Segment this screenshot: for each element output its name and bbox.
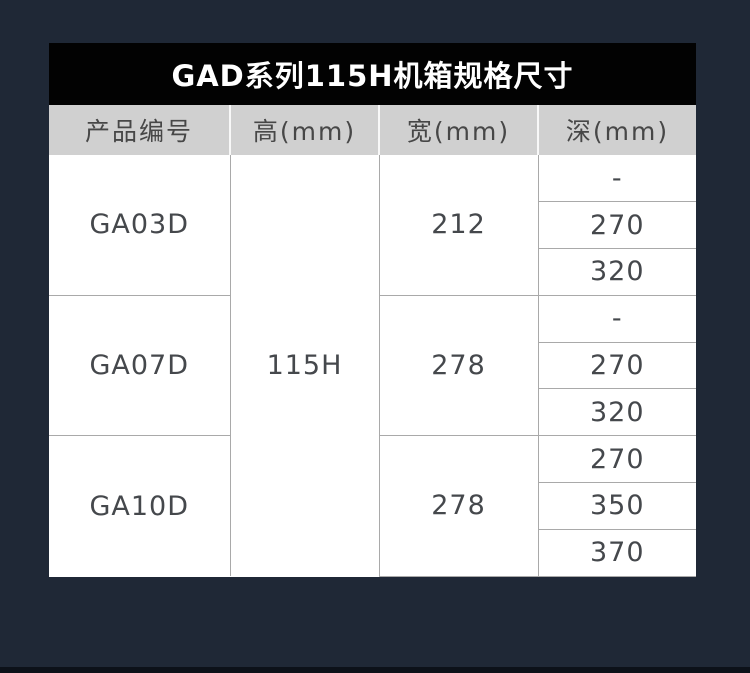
table-row: 370 [49, 529, 696, 577]
product-cell-ga03d: GA03D [49, 155, 231, 296]
spec-table: 产品编号 高(mm) 宽(mm) 深(mm) GA03D 115H 212 - … [49, 105, 696, 577]
depth-cell: 350 [538, 482, 696, 530]
header-cell-depth: 深(mm) [537, 105, 696, 155]
product-cell-ga10d: GA10D [49, 435, 231, 577]
product-cell-ga07d: GA07D [49, 295, 231, 437]
header-cell-width: 宽(mm) [378, 105, 538, 155]
width-cell-ga03d: 212 [379, 155, 539, 296]
table-row: 320 [49, 388, 696, 437]
depth-cell: - [538, 155, 696, 203]
depth-cell: - [538, 295, 696, 343]
table-row: 270 [49, 342, 696, 390]
table-row: GA07D 278 - [49, 295, 696, 437]
table-row: GA03D 115H 212 - [49, 155, 696, 577]
table-row: 270 [49, 201, 696, 250]
table-row: 350 [49, 482, 696, 530]
table-row: 320 [49, 248, 696, 296]
header-cell-product: 产品编号 [49, 105, 230, 155]
height-cell-shared: 115H [230, 155, 380, 577]
depth-cell: 370 [538, 529, 696, 577]
depth-cell: 320 [538, 248, 696, 296]
width-cell-ga10d: 278 [379, 435, 539, 577]
header-row: 产品编号 高(mm) 宽(mm) 深(mm) [49, 105, 696, 155]
depth-cell: 320 [538, 388, 696, 437]
table-row: GA10D 278 270 [49, 435, 696, 577]
depth-cell: 270 [538, 342, 696, 390]
table-title: GAD系列115H机箱规格尺寸 [171, 59, 574, 93]
table-title-bar: GAD系列115H机箱规格尺寸 [49, 43, 696, 105]
depth-cell: 270 [538, 201, 696, 250]
header-cell-height: 高(mm) [229, 105, 379, 155]
spec-table-card: GAD系列115H机箱规格尺寸 产品编号 高(mm) 宽(mm) 深(mm) G… [49, 43, 696, 577]
bottom-edge-strip [0, 667, 750, 673]
depth-cell: 270 [538, 435, 696, 484]
width-cell-ga07d: 278 [379, 295, 539, 437]
